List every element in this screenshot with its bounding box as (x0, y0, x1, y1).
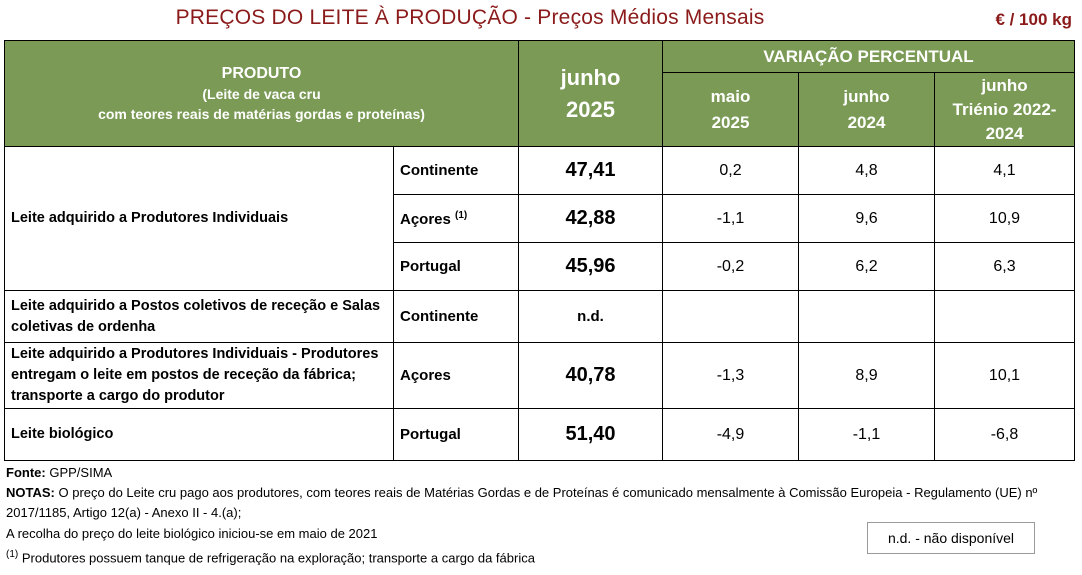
row-var-triennium: -6,8 (934, 408, 1075, 461)
row-var-june: 6,2 (798, 242, 935, 291)
row-region: Continente (393, 146, 519, 195)
row-label: Leite adquirido a Postos coletivos de re… (4, 290, 394, 343)
table-row: Leite adquirido a Produtores Individuais… (4, 342, 1075, 409)
unit-label: € / 100 kg (995, 10, 1072, 29)
header-current-period: junho 2025 (518, 40, 663, 147)
table-row: Leite adquirido a Postos coletivos de re… (4, 290, 1075, 343)
footnote-marker: (1) (6, 549, 19, 560)
header-current-year: 2025 (566, 96, 615, 122)
header-col1-line2: 2025 (711, 112, 750, 132)
row-value: 51,40 (518, 408, 663, 461)
page-title: PREÇOS DO LEITE À PRODUÇÃO - Preços Médi… (175, 6, 765, 29)
table-row: Leite biológico Portugal 51,40 -4,9 -1,1… (4, 408, 1075, 461)
row-value: 40,78 (518, 342, 663, 409)
row-var-triennium (934, 290, 1075, 343)
row-value: 45,96 (518, 242, 663, 291)
notes-text: O preço do Leite cru pago aos produtores… (6, 485, 1038, 520)
row-value: 42,88 (518, 194, 663, 243)
header-col-june-2024: junho 2024 (798, 72, 935, 147)
organic-note: A recolha do preço do leite biológico in… (6, 526, 378, 541)
row-var-triennium: 6,3 (934, 242, 1075, 291)
header-current-month: junho (560, 64, 621, 90)
row-var-june: 4,8 (798, 146, 935, 195)
row-label-group1: Leite adquirido a Produtores Individuais (4, 146, 394, 291)
row-label: Leite biológico (4, 408, 394, 461)
header-col2-line1: junho (843, 86, 890, 106)
footnote-marker: (1) (455, 209, 468, 221)
row-region: Portugal (393, 408, 519, 461)
notes-section: Fonte: GPP/SIMA NOTAS: O preço do Leite … (6, 462, 1076, 568)
row-region-text: Açores (400, 210, 451, 228)
row-label: Leite adquirido a Produtores Individuais… (4, 342, 394, 409)
header-col3-line3: 2024 (985, 123, 1024, 143)
row-var-may: -4,9 (662, 408, 799, 461)
footnote-text: Produtores possuem tanque de refrigeraçã… (21, 550, 535, 566)
table-row: Leite adquirido a Produtores Individuais… (4, 146, 1075, 291)
header-col-may-2025: maio 2025 (662, 72, 799, 147)
header-col1-line1: maio (710, 86, 751, 106)
header-col-triennium: junho Triénio 2022- 2024 (934, 72, 1075, 147)
row-var-may: -1,1 (662, 194, 799, 243)
row-region: Açores (393, 342, 519, 409)
source-value: GPP/SIMA (49, 465, 113, 480)
footnote: (1) Produtores possuem tanque de refrige… (6, 544, 1076, 568)
price-table: PRODUTO (Leite de vaca cru com teores re… (4, 40, 1075, 461)
row-var-june (798, 290, 935, 343)
source-label: Fonte: (6, 465, 46, 480)
row-region: Portugal (393, 242, 519, 291)
row-var-may: -1,3 (662, 342, 799, 409)
header-col3-line2: Triénio 2022- (952, 99, 1057, 119)
row-value: n.d. (518, 290, 663, 343)
notes-line: NOTAS: O preço do Leite cru pago aos pro… (6, 483, 1076, 523)
header-produto: PRODUTO (Leite de vaca cru com teores re… (4, 40, 519, 147)
source-line: Fonte: GPP/SIMA (6, 462, 1076, 483)
header-col2-line2: 2024 (847, 112, 886, 132)
row-var-may: -0,2 (662, 242, 799, 291)
row-var-may (662, 290, 799, 343)
row-var-may: 0,2 (662, 146, 799, 195)
header-produto-sub1: (Leite de vaca cru (202, 85, 321, 102)
row-var-june: 9,6 (798, 194, 935, 243)
row-var-triennium: 4,1 (934, 146, 1075, 195)
row-var-june: -1,1 (798, 408, 935, 461)
header-variacao: VARIAÇÃO PERCENTUAL (662, 40, 1075, 73)
nd-legend: n.d. - não disponível (867, 522, 1035, 554)
row-var-triennium: 10,1 (934, 342, 1075, 409)
row-region: Açores (1) (393, 194, 519, 243)
table-row: Portugal 45,96 -0,2 6,2 6,3 (5, 242, 1075, 291)
row-var-triennium: 10,9 (934, 194, 1075, 243)
notes-label: NOTAS: (6, 485, 55, 500)
header-produto-sub2: com teores reais de matérias gordas e pr… (98, 105, 425, 122)
header-produto-title: PRODUTO (221, 64, 302, 82)
row-region: Continente (393, 290, 519, 343)
header-col3-line1: junho (981, 75, 1028, 95)
row-var-june: 8,9 (798, 342, 935, 409)
table-row: Açores (1) 42,88 -1,1 9,6 10,9 (5, 194, 1075, 243)
row-value: 47,41 (518, 146, 663, 195)
